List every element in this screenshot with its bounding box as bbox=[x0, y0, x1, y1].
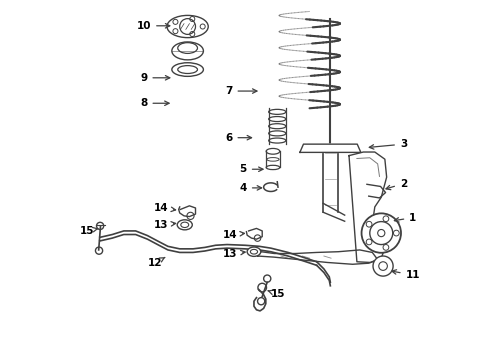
Circle shape bbox=[373, 256, 393, 276]
Polygon shape bbox=[349, 152, 387, 262]
Ellipse shape bbox=[177, 220, 192, 230]
Text: 15: 15 bbox=[268, 289, 285, 299]
Text: 1: 1 bbox=[394, 213, 416, 222]
Text: 9: 9 bbox=[140, 73, 170, 83]
Text: 2: 2 bbox=[386, 179, 407, 190]
Polygon shape bbox=[258, 250, 378, 264]
Polygon shape bbox=[300, 144, 361, 152]
Text: 8: 8 bbox=[140, 98, 169, 108]
Text: 12: 12 bbox=[147, 257, 165, 268]
Text: 3: 3 bbox=[369, 139, 407, 149]
Text: 10: 10 bbox=[137, 21, 170, 31]
Text: 14: 14 bbox=[222, 230, 245, 239]
Text: 13: 13 bbox=[222, 248, 245, 258]
Text: 15: 15 bbox=[80, 226, 98, 236]
Text: 11: 11 bbox=[392, 270, 420, 280]
Text: 14: 14 bbox=[153, 203, 175, 213]
Ellipse shape bbox=[247, 247, 261, 256]
Text: 5: 5 bbox=[240, 164, 263, 174]
Text: 7: 7 bbox=[225, 86, 257, 96]
Text: 4: 4 bbox=[240, 183, 262, 193]
Text: 13: 13 bbox=[153, 220, 175, 230]
Circle shape bbox=[362, 213, 401, 253]
Text: 6: 6 bbox=[225, 133, 251, 143]
